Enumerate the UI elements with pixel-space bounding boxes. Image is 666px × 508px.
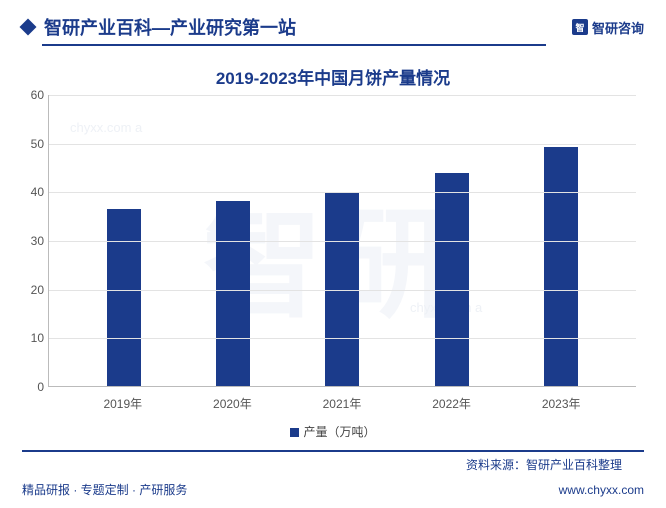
chart-area: 0102030405060 2019年2020年2021年2022年2023年 (48, 95, 636, 415)
header-underline (42, 44, 546, 46)
header: 智研产业百科—产业研究第一站 智 智研咨询 (0, 0, 666, 50)
source-line: 资料来源：智研产业百科整理 (22, 450, 644, 475)
legend-swatch (290, 428, 299, 437)
x-tick-label: 2020年 (202, 389, 262, 415)
header-title: 智研产业百科—产业研究第一站 (44, 14, 296, 40)
y-tick-label: 30 (31, 234, 44, 248)
gridline (49, 241, 636, 242)
plot-area (48, 95, 636, 387)
bar-wrap (422, 173, 482, 386)
gridline (49, 192, 636, 193)
footer-left: 精品研报 · 专题定制 · 产研服务 (22, 481, 187, 498)
bar-wrap (94, 209, 154, 386)
diamond-icon (20, 19, 37, 36)
x-tick-label: 2022年 (422, 389, 482, 415)
source-value: 智研产业百科整理 (526, 458, 622, 472)
chart-title: 2019-2023年中国月饼产量情况 (0, 64, 666, 89)
bar (435, 173, 469, 386)
y-tick-label: 20 (31, 283, 44, 297)
legend-label: 产量（万吨） (303, 425, 375, 439)
gridline (49, 338, 636, 339)
y-tick-label: 40 (31, 185, 44, 199)
bar (216, 201, 250, 386)
y-tick-label: 0 (37, 380, 44, 394)
x-tick-label: 2019年 (93, 389, 153, 415)
x-axis-labels: 2019年 2020年 2021年 2022年 2023年 (48, 389, 636, 415)
footer-bar: 精品研报 · 专题定制 · 产研服务 www.chyxx.com (0, 475, 666, 508)
y-tick-label: 10 (31, 331, 44, 345)
brand: 智 智研咨询 (572, 18, 644, 37)
gridline (49, 95, 636, 96)
bar-wrap (203, 201, 263, 386)
brand-label: 智研咨询 (592, 18, 644, 37)
footer-right: www.chyxx.com (559, 483, 644, 497)
source-label: 资料来源： (466, 458, 526, 472)
y-axis: 0102030405060 (18, 95, 46, 387)
gridline (49, 144, 636, 145)
x-tick-label: 2023年 (531, 389, 591, 415)
footer: 资料来源：智研产业百科整理 精品研报 · 专题定制 · 产研服务 www.chy… (0, 450, 666, 508)
brand-icon: 智 (572, 19, 588, 35)
header-left: 智研产业百科—产业研究第一站 (22, 14, 296, 40)
bar-wrap (531, 147, 591, 386)
bar (107, 209, 141, 386)
gridline (49, 290, 636, 291)
y-tick-label: 60 (31, 88, 44, 102)
legend: 产量（万吨） (0, 423, 666, 440)
x-tick-label: 2021年 (312, 389, 372, 415)
y-tick-label: 50 (31, 137, 44, 151)
bar (544, 147, 578, 386)
